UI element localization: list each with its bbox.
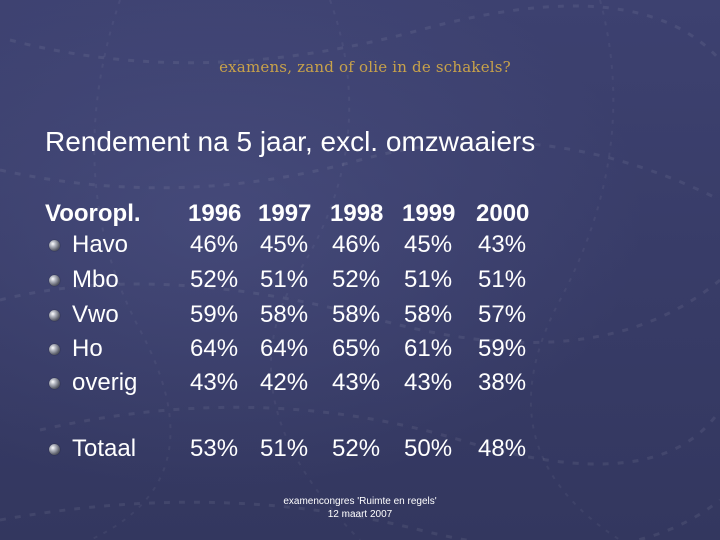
bullet-icon [49,240,60,251]
table-cell: 46% [190,231,239,258]
total-cell: 53% [190,435,239,462]
table-cell: 43% [332,369,381,396]
row-label: Vwo [72,301,119,328]
table-cell: 52% [332,266,381,293]
table-cell: 58% [332,301,381,328]
total-label: Totaal [72,435,137,462]
table-cell: 59% [478,335,527,362]
table-cell: 43% [190,369,239,396]
slide-title: Rendement na 5 jaar, excl. omzwaaiers [45,126,536,157]
total-cell: 50% [404,435,453,462]
table-cell: 57% [478,301,527,328]
row-label: Mbo [72,266,119,293]
row-header-label: Vooropl. [45,200,141,227]
table-cell: 65% [332,335,381,362]
table-cell: 43% [478,231,527,258]
table-cell: 64% [190,335,239,362]
footer-event: examencongres 'Ruimte en regels' [283,496,437,507]
table-cell: 64% [260,335,309,362]
table-cell: 46% [332,231,381,258]
table-cell: 45% [260,231,309,258]
year-header: 1998 [330,200,384,227]
bullet-icon [49,444,60,455]
table-cell: 38% [478,369,527,396]
total-cell: 52% [332,435,381,462]
table-cell: 51% [478,266,527,293]
slide-footer: examencongres 'Ruimte en regels' 12 maar… [240,495,480,521]
table-cell: 61% [404,335,453,362]
table-cell: 59% [190,301,239,328]
table-cell: 51% [404,266,453,293]
table-cell: 45% [404,231,453,258]
table-cell: 58% [260,301,309,328]
slide-topic: examens, zand of olie in de schakels? [219,58,511,76]
bullet-icon [49,378,60,389]
year-header: 1996 [188,200,242,227]
bullet-icon [49,344,60,355]
row-label: overig [72,369,138,396]
bullet-icon [49,310,60,321]
table-cell: 51% [260,266,309,293]
total-cell: 48% [478,435,527,462]
footer-date: 12 maart 2007 [327,509,393,520]
table-cell: 43% [404,369,453,396]
table-cell: 42% [260,369,309,396]
bullet-icon [49,275,60,286]
table-cell: 52% [190,266,239,293]
year-header: 2000 [476,200,530,227]
row-label: Havo [72,231,129,258]
year-header: 1997 [258,200,312,227]
row-label: Ho [72,335,103,362]
total-cell: 51% [260,435,309,462]
year-header: 1999 [402,200,456,227]
table-cell: 58% [404,301,453,328]
